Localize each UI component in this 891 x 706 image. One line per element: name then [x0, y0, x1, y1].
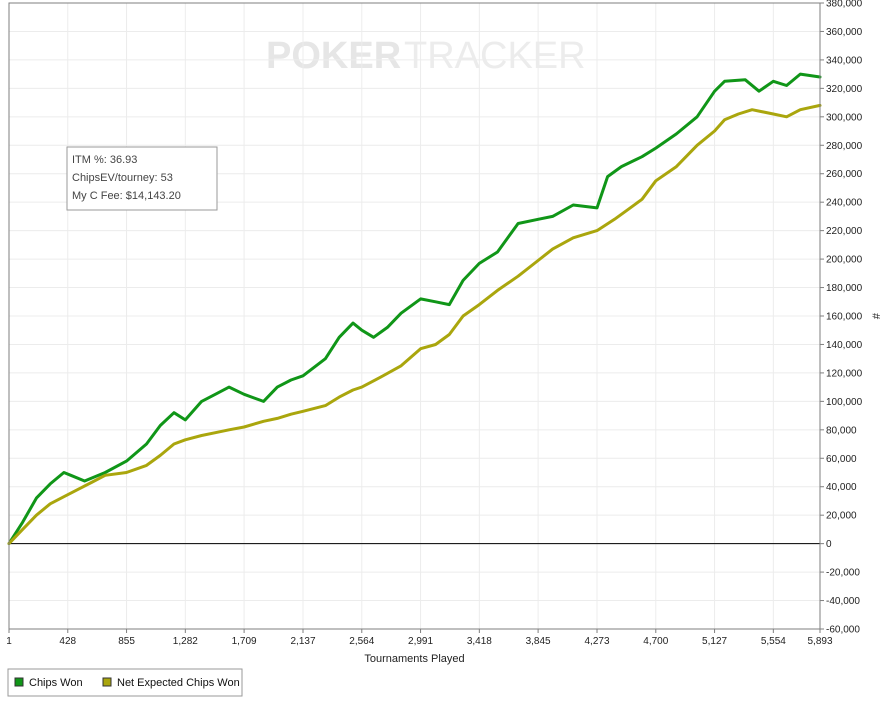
legend: Chips Won Net Expected Chips Won [7, 668, 243, 697]
stat-itm: ITM %: 36.93 [72, 154, 137, 166]
y-tick-label: 240,000 [826, 198, 863, 209]
y-tick-label: 260,000 [826, 169, 863, 180]
legend-swatch-chips-won [14, 677, 24, 687]
x-tick-label: 5,893 [807, 636, 832, 647]
x-tick-label: 1,282 [173, 636, 198, 647]
y-tick-label: 0 [826, 539, 832, 550]
y-tick-label: 320,000 [826, 84, 863, 95]
x-tick-label: 1,709 [232, 636, 257, 647]
x-axis-title: Tournaments Played [364, 653, 464, 665]
stat-chipsev: ChipsEV/tourney: 53 [72, 172, 173, 184]
y-axis-title: # [871, 312, 883, 319]
legend-frame [7, 668, 243, 697]
watermark-tracker: TRACKER [404, 35, 586, 77]
y-tick-label: 100,000 [826, 397, 863, 408]
y-tick-label: 300,000 [826, 112, 863, 123]
stats-box-frame [66, 146, 218, 211]
x-tick-label: 855 [118, 636, 135, 647]
y-tick-label: -40,000 [826, 596, 860, 607]
gridlines [8, 2, 821, 630]
y-tick-label: 80,000 [826, 425, 857, 436]
y-tick-label: 40,000 [826, 482, 857, 493]
x-tick-label: 3,418 [467, 636, 492, 647]
series-line-net-expected-chips-won [7, 103, 822, 546]
y-tick-label: -20,000 [826, 568, 860, 579]
x-tick-label: 4,700 [643, 636, 668, 647]
series-lines [7, 72, 822, 546]
legend-label-chips-won: Chips Won [29, 677, 83, 689]
y-axis-ticks: -60,000 -40,000 -20,000 0 20,000 40,000 60,000… [820, 0, 863, 636]
series-line-chips-won [7, 72, 822, 546]
legend-swatch-net-expected-chips-won [102, 677, 112, 687]
x-tick-label: 428 [59, 636, 76, 647]
y-tick-label: 180,000 [826, 283, 863, 294]
x-axis-ticks: 1 428 855 1,282 1,709 2,137 2,564 2,991 3,418 3,8… [6, 629, 833, 647]
stats-box: ITM %: 36.93 ChipsEV/tourney: 53 My C Fe… [66, 146, 218, 211]
x-tick-label: 3,845 [526, 636, 551, 647]
y-tick-label: 140,000 [826, 340, 863, 351]
x-tick-label: 5,127 [702, 636, 727, 647]
y-tick-label: 340,000 [826, 55, 863, 66]
y-tick-label: 200,000 [826, 255, 863, 266]
y-tick-label: 380,000 [826, 0, 863, 10]
watermark-poker: POKER [266, 35, 401, 77]
y-tick-label: 120,000 [826, 368, 863, 379]
legend-label-net-expected-chips-won: Net Expected Chips Won [117, 677, 240, 689]
x-tick-label: 1 [6, 636, 12, 647]
y-tick-label: 280,000 [826, 141, 863, 152]
y-tick-label: -60,000 [826, 625, 860, 636]
y-tick-label: 60,000 [826, 454, 857, 465]
y-tick-label: 20,000 [826, 511, 857, 522]
x-tick-label: 2,991 [408, 636, 433, 647]
x-tick-label: 4,273 [585, 636, 610, 647]
x-tick-label: 2,137 [290, 636, 315, 647]
y-tick-label: 220,000 [826, 226, 863, 237]
y-tick-label: 360,000 [826, 27, 863, 38]
stat-fee: My C Fee: $14,143.20 [72, 190, 181, 202]
x-tick-label: 2,564 [349, 636, 374, 647]
x-tick-label: 5,554 [761, 636, 786, 647]
y-tick-label: 160,000 [826, 312, 863, 323]
